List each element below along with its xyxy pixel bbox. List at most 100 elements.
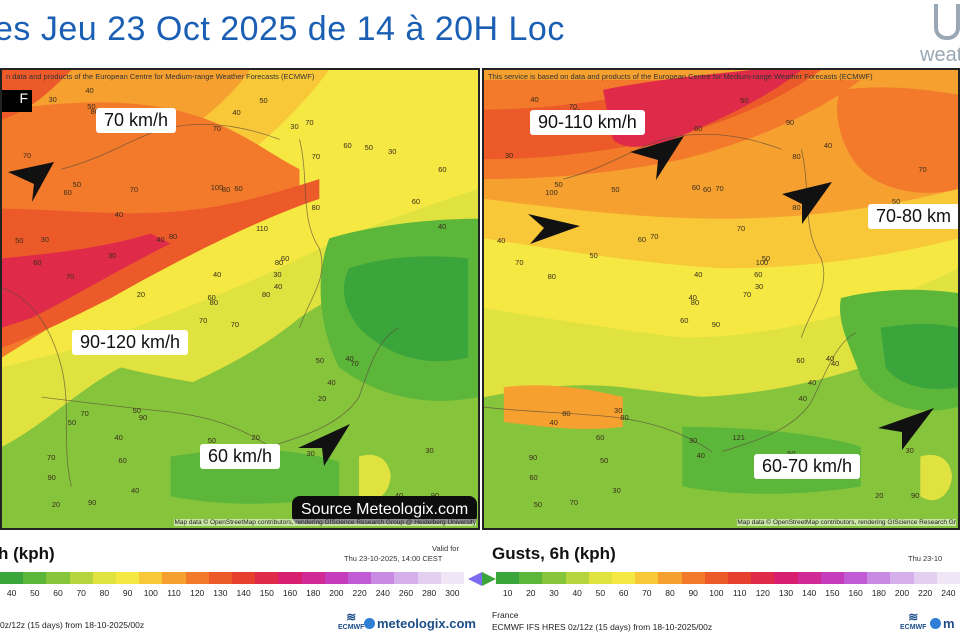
map-value-label: 20 xyxy=(252,433,260,442)
wind-label-north: 70 km/h xyxy=(96,108,176,133)
map-value-label: 50 xyxy=(87,102,95,111)
wind-label-south: 60-70 km/h xyxy=(754,454,860,479)
map-value-label: 80 xyxy=(262,290,270,299)
map-value-label: 40 xyxy=(550,418,558,427)
map-value-label: 90 xyxy=(88,498,96,507)
map-value-label: 40 xyxy=(694,270,702,279)
scale-tick-label: 150 xyxy=(260,588,274,598)
map-value-label: 70 xyxy=(199,316,207,325)
model-info: ECMWF IFS HRES 0z/12z (15 days) from 18-… xyxy=(492,622,712,632)
legend-title: h (kph) xyxy=(0,544,55,564)
scale-tick-label: 150 xyxy=(825,588,839,598)
map-value-label: 70 xyxy=(305,118,313,127)
scale-swatch xyxy=(542,572,565,584)
map-value-label: 30 xyxy=(108,251,116,260)
scale-tick-label: 70 xyxy=(642,588,651,598)
map-value-label: 60 xyxy=(694,124,702,133)
logo-swoosh-icon xyxy=(934,4,960,40)
map-value-label: 40 xyxy=(689,293,697,302)
map-value-label: 70 xyxy=(81,409,89,418)
model-info: 0z/12z (15 days) from 18-10-2025/00z xyxy=(0,620,144,630)
scale-swatch xyxy=(139,572,162,584)
wind-direction-arrow-icon xyxy=(4,158,64,208)
ecmwf-credit: This service is based on data and produc… xyxy=(488,72,873,81)
map-value-label: 40 xyxy=(530,95,538,104)
scale-swatch xyxy=(394,572,417,584)
meteologix-globe-icon xyxy=(364,618,375,629)
map-value-label: 70 xyxy=(47,453,55,462)
map-value-label: 40 xyxy=(327,378,335,387)
map-value-label: 90 xyxy=(911,491,919,500)
scale-tick-label: 160 xyxy=(283,588,297,598)
map-value-label: 20 xyxy=(318,394,326,403)
scale-tick-label: 20 xyxy=(526,588,535,598)
page-title: es Jeu 23 Oct 2025 de 14 à 20H Loc xyxy=(0,10,565,49)
wind-direction-arrow-icon xyxy=(626,134,686,184)
scale-tick-label: 120 xyxy=(190,588,204,598)
scale-tick-label: 180 xyxy=(306,588,320,598)
scale-tick-label: 40 xyxy=(7,588,16,598)
right-gust-map xyxy=(484,70,958,528)
map-value-label: 50 xyxy=(740,96,748,105)
map-value-label: 60 xyxy=(234,184,242,193)
scale-tick-label: 80 xyxy=(665,588,674,598)
map-value-label: 60 xyxy=(529,473,537,482)
valid-time: Thu 23-10 xyxy=(908,554,942,563)
scale-tick-label: 70 xyxy=(76,588,85,598)
map-value-label: 60 xyxy=(596,433,604,442)
scale-tick-label: 60 xyxy=(619,588,628,598)
map-panel-right[interactable]: This service is based on data and produc… xyxy=(482,68,960,530)
scale-tick-label: 130 xyxy=(779,588,793,598)
map-panel-left[interactable]: n data and products of the European Cent… xyxy=(0,68,480,530)
scale-tick-label: 100 xyxy=(144,588,158,598)
scale-swatch xyxy=(186,572,209,584)
valid-time: Thu 23-10-2025, 14:00 CEST xyxy=(344,554,442,563)
logo-text: weat xyxy=(920,44,960,67)
map-value-label: 60 xyxy=(64,188,72,197)
scale-swatch xyxy=(705,572,728,584)
scale-swatch xyxy=(682,572,705,584)
map-value-label: 50 xyxy=(316,356,324,365)
map-value-label: 30 xyxy=(48,95,56,104)
scale-swatch xyxy=(93,572,116,584)
scale-swatch xyxy=(589,572,612,584)
map-value-label: 50 xyxy=(259,96,267,105)
map-value-label: 30 xyxy=(41,235,49,244)
scale-swatch xyxy=(519,572,542,584)
map-value-label: 80 xyxy=(792,152,800,161)
scale-tick-label: 220 xyxy=(353,588,367,598)
scale-swatch xyxy=(209,572,232,584)
scale-swatch xyxy=(46,572,69,584)
scale-swatch xyxy=(0,572,23,584)
map-attribution: Map data © OpenStreetMap contributors, r… xyxy=(174,519,476,526)
scale-swatch xyxy=(162,572,185,584)
scale-tick-label: 50 xyxy=(30,588,39,598)
map-value-label: 40 xyxy=(274,282,282,291)
map-value-label: 70 xyxy=(130,185,138,194)
scale-tick-label: 10 xyxy=(503,588,512,598)
wind-direction-arrow-icon xyxy=(294,418,354,468)
scale-swatch xyxy=(278,572,301,584)
scale-swatch xyxy=(348,572,371,584)
map-value-label: 60 xyxy=(680,316,688,325)
scale-swatch xyxy=(418,572,441,584)
map-value-label: 80 xyxy=(312,203,320,212)
scale-swatch xyxy=(774,572,797,584)
legend-left: h (kph) Valid for Thu 23-10-2025, 14:00 … xyxy=(0,536,480,637)
map-value-label: 30 xyxy=(505,151,513,160)
scale-tick-label: 110 xyxy=(733,588,747,598)
map-value-label: 50 xyxy=(762,254,770,263)
meteologix-logo[interactable]: m xyxy=(930,616,955,631)
scale-tick-label: 200 xyxy=(329,588,343,598)
map-value-label: 20 xyxy=(52,500,60,509)
map-value-label: 30 xyxy=(614,406,622,415)
map-value-label: 60 xyxy=(118,456,126,465)
map-value-label: 40 xyxy=(85,86,93,95)
scale-tick-label: 140 xyxy=(237,588,251,598)
scale-tick-label: 180 xyxy=(872,588,886,598)
scale-swatch xyxy=(937,572,960,584)
meteologix-logo[interactable]: meteologix.com xyxy=(364,616,476,631)
map-value-label: 50 xyxy=(15,236,23,245)
scale-tick-label: 240 xyxy=(376,588,390,598)
scale-tick-label: 130 xyxy=(213,588,227,598)
